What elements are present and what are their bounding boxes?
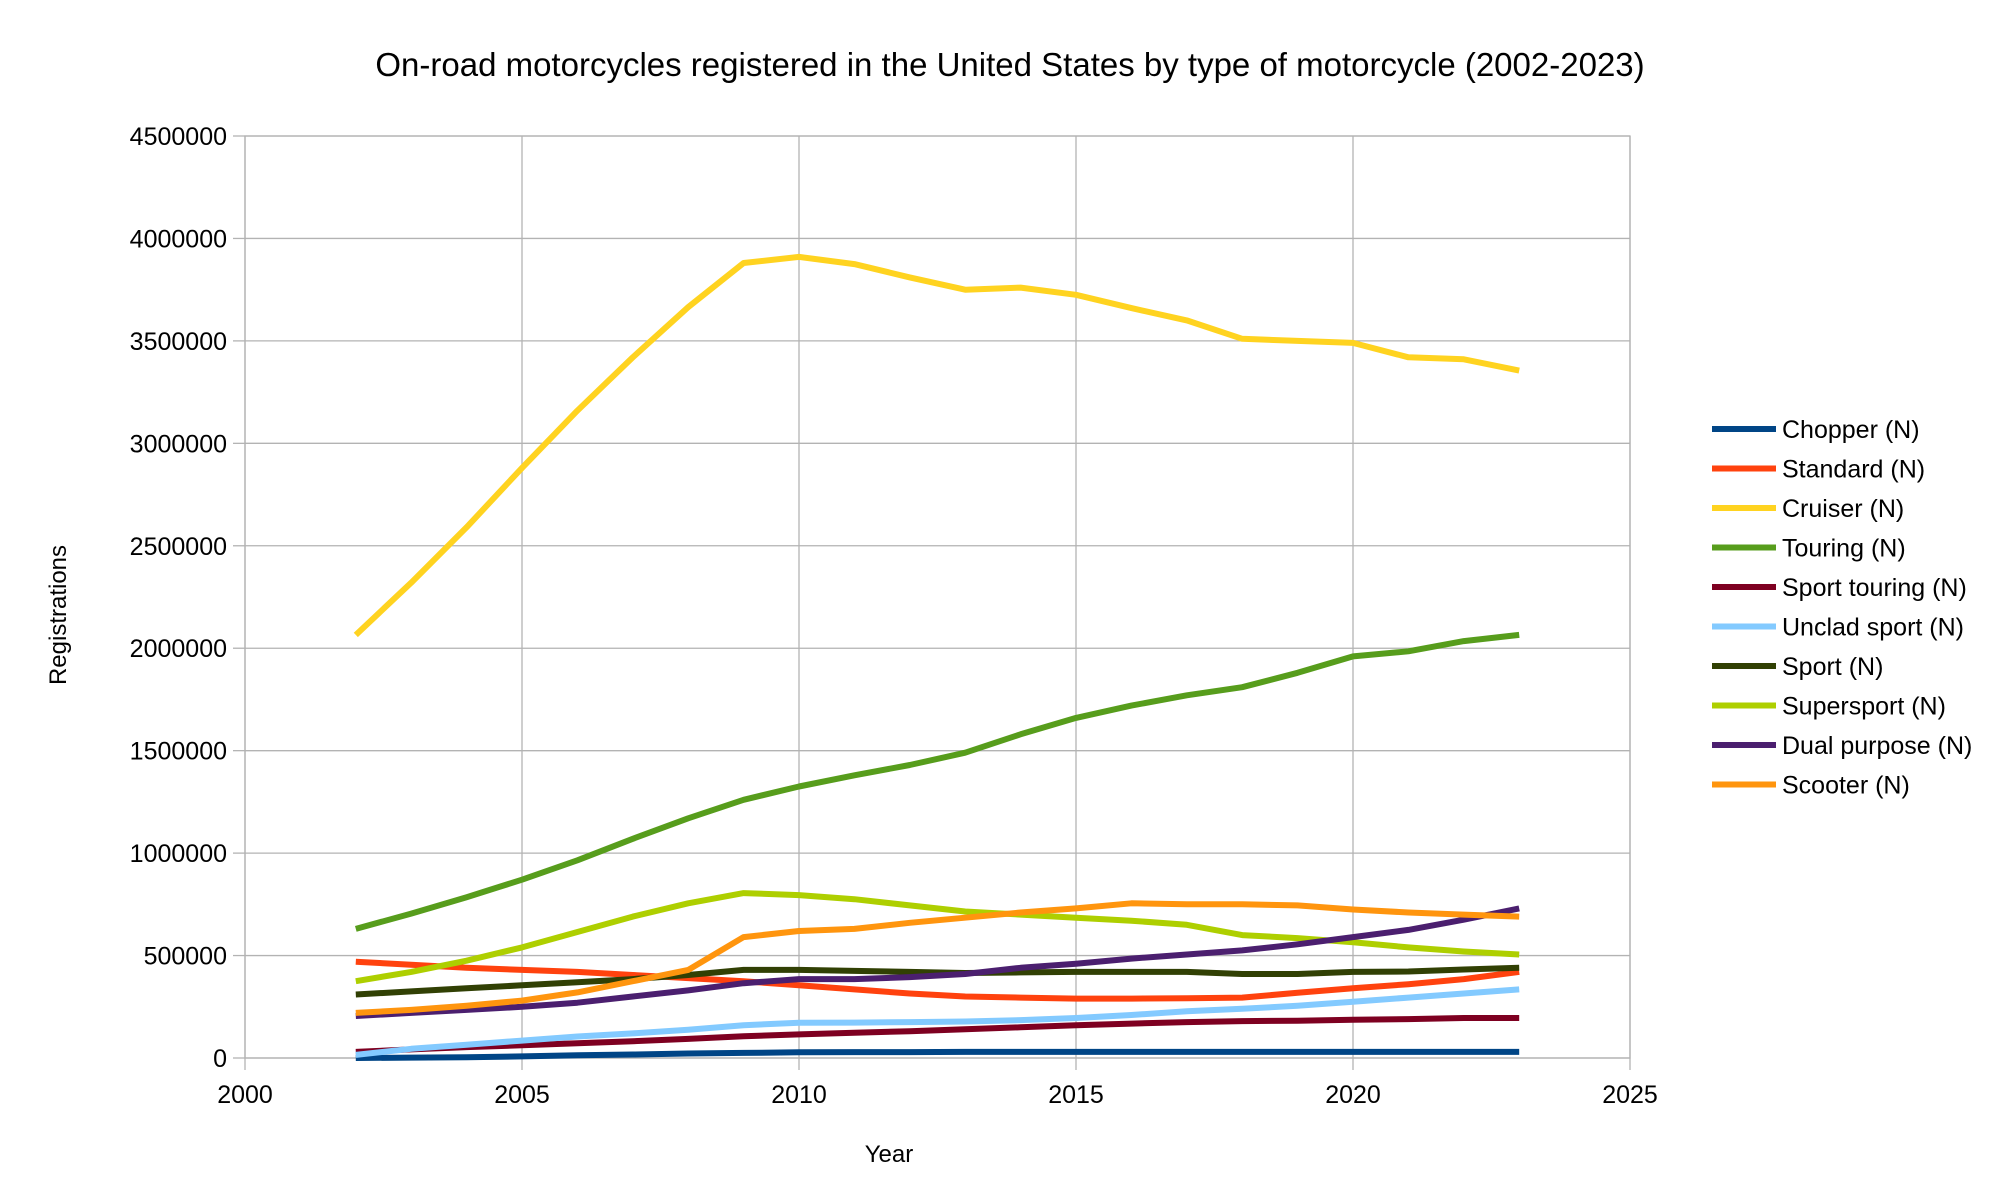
x-tick-label: 2000 xyxy=(217,1081,273,1109)
plot-area-frame xyxy=(244,135,1631,1059)
y-tick-label: 1000000 xyxy=(130,840,227,868)
legend-label-standard: Standard (N) xyxy=(1782,456,1925,484)
series-line-touring xyxy=(355,631,1520,932)
series-line-chopper xyxy=(355,1048,1520,1061)
legend-label-scooter: Scooter (N) xyxy=(1782,772,1910,800)
x-tick-label: 2020 xyxy=(1325,1081,1381,1109)
legend-label-unclad-sport: Unclad sport (N) xyxy=(1782,614,1964,642)
y-tick-label: 4000000 xyxy=(130,225,227,253)
y-axis-ticks: 0 500000 1000000 1500000 2000000 2500000 30000… xyxy=(130,123,245,1073)
y-tick-label: 500000 xyxy=(144,943,227,971)
y-tick-label: 0 xyxy=(213,1045,227,1073)
legend-label-dual-purpose: Dual purpose (N) xyxy=(1782,732,1972,760)
y-tick-label: 2500000 xyxy=(130,533,227,561)
y-tick-label: 1500000 xyxy=(130,738,227,766)
y-axis-label: Registrations xyxy=(45,545,72,685)
legend-label-chopper: Chopper (N) xyxy=(1782,416,1920,444)
chart-title: On-road motorcycles registered in the Un… xyxy=(375,46,1644,83)
legend-label-sport: Sport (N) xyxy=(1782,653,1883,681)
series-line-sport-touring xyxy=(355,1015,1520,1055)
x-tick-label: 2005 xyxy=(494,1081,550,1109)
x-tick-label: 2010 xyxy=(771,1081,827,1109)
y-tick-label: 3500000 xyxy=(130,328,227,356)
series-line-dual-purpose xyxy=(355,905,1520,1019)
x-axis-ticks: 2000 2005 2010 2015 2020 2025 xyxy=(217,1058,1658,1109)
legend-label-sport-touring: Sport touring (N) xyxy=(1782,574,1967,602)
series-line-unclad-sport xyxy=(355,986,1520,1058)
series-line-standard xyxy=(355,958,1520,1002)
series-line-cruiser xyxy=(353,253,1520,638)
data-series xyxy=(353,253,1520,1061)
series-line-sport xyxy=(355,964,1520,998)
legend: Chopper (N) Standard (N) Cruiser (N) Tourin… xyxy=(1712,416,1972,800)
y-tick-label: 4500000 xyxy=(130,123,227,151)
x-tick-label: 2015 xyxy=(1048,1081,1104,1109)
legend-label-cruiser: Cruiser (N) xyxy=(1782,495,1904,523)
legend-label-supersport: Supersport (N) xyxy=(1782,693,1946,721)
x-tick-label: 2025 xyxy=(1602,1081,1658,1109)
series-line-scooter xyxy=(355,900,1520,1016)
x-axis-label: Year xyxy=(865,1141,914,1168)
y-tick-label: 2000000 xyxy=(130,635,227,663)
legend-label-touring: Touring (N) xyxy=(1782,535,1906,563)
y-tick-label: 3000000 xyxy=(130,430,227,458)
